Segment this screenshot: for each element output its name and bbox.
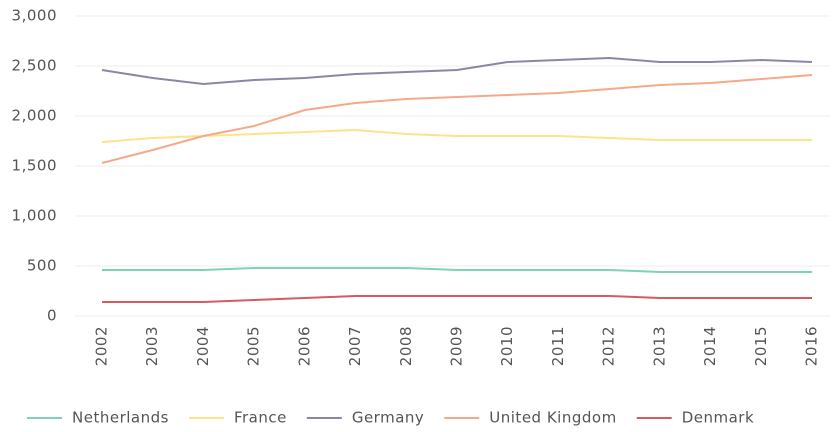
y-tick-label: 0 [47,307,57,325]
legend-label: Denmark [682,409,754,427]
legend-label: France [234,409,287,427]
x-tick-label: 2012 [600,326,618,366]
x-tick-label: 2003 [143,326,161,366]
series-line [101,128,812,143]
x-tick-label: 2006 [295,326,313,366]
series-line [101,56,813,86]
y-tick-label: 1,500 [12,157,57,175]
y-tick-label: 500 [27,257,57,275]
x-tick-label: 2005 [245,326,263,366]
y-tick-label: 2,500 [12,57,57,75]
series-line [102,267,812,273]
x-tick-label: 2014 [701,326,719,366]
x-tick-label: 2011 [549,326,567,366]
x-tick-label: 2015 [752,326,770,366]
legend-label: Netherlands [72,409,169,427]
legend-label: United Kingdom [489,409,616,427]
x-tick-label: 2013 [650,326,668,366]
x-tick-label: 2007 [346,326,364,366]
x-tick-label: 2010 [498,326,516,366]
y-tick-label: 2,000 [12,107,57,125]
legend-label: Germany [352,409,424,427]
y-tick-label: 1,000 [12,207,57,225]
x-tick-label: 2004 [194,326,212,366]
y-tick-label: 3,000 [12,7,57,25]
x-tick-label: 2008 [397,326,415,366]
x-tick-label: 2016 [803,326,821,366]
series-line [102,295,812,303]
x-tick-label: 2009 [448,326,466,366]
x-tick-label: 2002 [93,326,111,366]
series-line [101,74,813,164]
